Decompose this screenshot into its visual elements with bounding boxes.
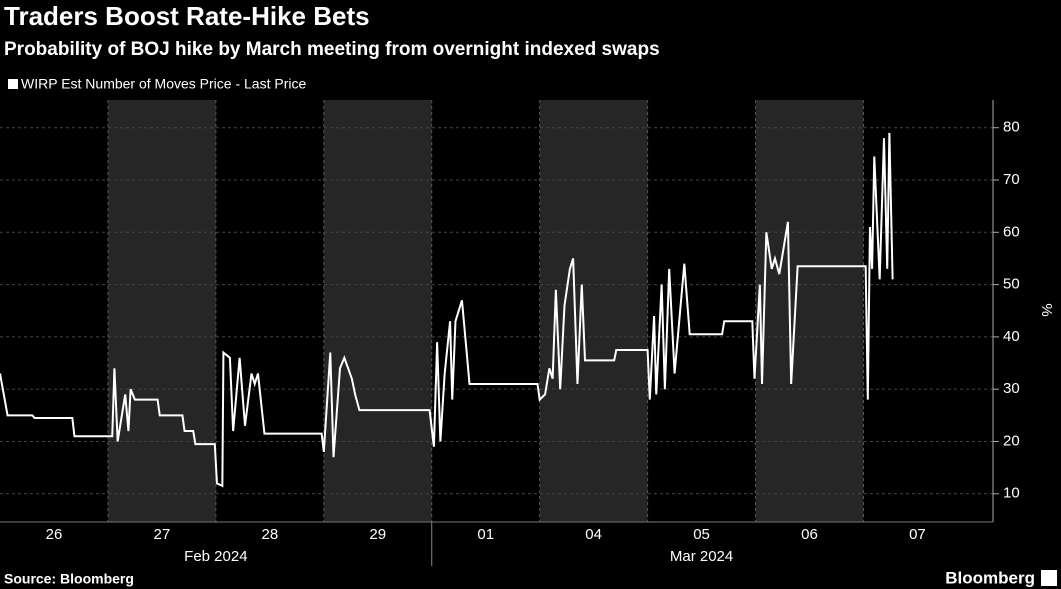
x-tick-label: 28	[261, 526, 278, 543]
brand-icon	[1041, 570, 1057, 586]
y-tick-label: 10	[1003, 485, 1020, 502]
chart-title: Traders Boost Rate-Hike Bets	[4, 1, 370, 31]
x-tick-label: 26	[46, 526, 63, 543]
x-group-label: Mar 2024	[670, 548, 733, 565]
legend-swatch	[8, 79, 18, 89]
y-tick-label: 40	[1003, 328, 1020, 345]
x-tick-label: 07	[909, 526, 926, 543]
y-tick-label: 20	[1003, 432, 1020, 449]
weekday-band	[323, 100, 432, 522]
x-tick-label: 06	[801, 526, 818, 543]
x-tick-label: 27	[154, 526, 171, 543]
y-tick-label: 80	[1003, 119, 1020, 136]
bands	[0, 100, 993, 522]
chart-subtitle: Probability of BOJ hike by March meeting…	[4, 39, 660, 60]
weekday-band	[755, 100, 864, 522]
weekday-band	[107, 100, 216, 522]
x-tick-label: 04	[585, 526, 602, 543]
data-line	[0, 132, 894, 488]
x-group-label: Feb 2024	[184, 548, 247, 565]
x-tick-label: 29	[369, 526, 386, 543]
y-tick-label: 60	[1003, 223, 1020, 240]
y-axis-label: %	[1038, 303, 1055, 316]
y-tick-label: 50	[1003, 276, 1020, 293]
brand: Bloomberg	[945, 568, 1035, 587]
y-tick-label: 30	[1003, 380, 1020, 397]
y-tick-label: 70	[1003, 171, 1020, 188]
x-tick-label: 05	[693, 526, 710, 543]
source: Source: Bloomberg	[4, 571, 134, 587]
x-tick-label: 01	[477, 526, 494, 543]
legend-label: WIRP Est Number of Moves Price - Last Pr…	[21, 76, 306, 92]
